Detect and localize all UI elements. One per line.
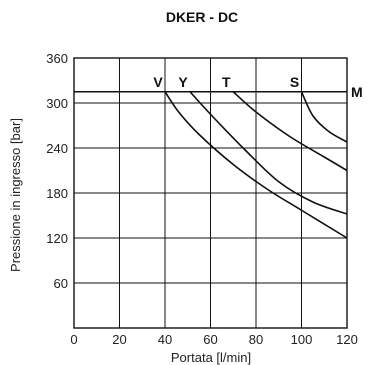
curve-t [232, 91, 348, 172]
tick-labels: 0 20 40 60 80 100 120 60 120 180 240 300 360 [46, 51, 358, 347]
x-tick-label: 80 [249, 332, 263, 347]
curve-s [300, 91, 348, 143]
y-tick-label: 120 [46, 231, 68, 246]
grid [73, 57, 348, 329]
x-axis-label: Portata [l/min] [171, 350, 251, 365]
x-tick-label: 100 [291, 332, 313, 347]
curve-v [164, 91, 348, 239]
x-tick-label: 20 [112, 332, 126, 347]
curve-label-v: V [153, 74, 163, 90]
curve-label-t: T [222, 74, 231, 90]
x-tick-label: 120 [336, 332, 358, 347]
y-tick-label: 240 [46, 141, 68, 156]
x-tick-label: 0 [70, 332, 77, 347]
y-axis-label: Pressione in ingresso [bar] [8, 118, 23, 272]
curve-label-s: S [290, 74, 299, 90]
y-tick-label: 180 [46, 186, 68, 201]
chart-title: DKER - DC [166, 9, 238, 25]
y-tick-label: 60 [54, 276, 68, 291]
y-tick-label: 300 [46, 96, 68, 111]
max-pressure-label: M [351, 84, 363, 100]
plot-frame [73, 57, 348, 329]
x-tick-label: 60 [203, 332, 217, 347]
curve-labels: M V Y T S [153, 74, 362, 100]
curve-y [189, 91, 348, 215]
x-tick-label: 40 [158, 332, 172, 347]
curve-label-y: Y [178, 74, 188, 90]
curves [74, 90, 348, 239]
y-tick-label: 360 [46, 51, 68, 66]
